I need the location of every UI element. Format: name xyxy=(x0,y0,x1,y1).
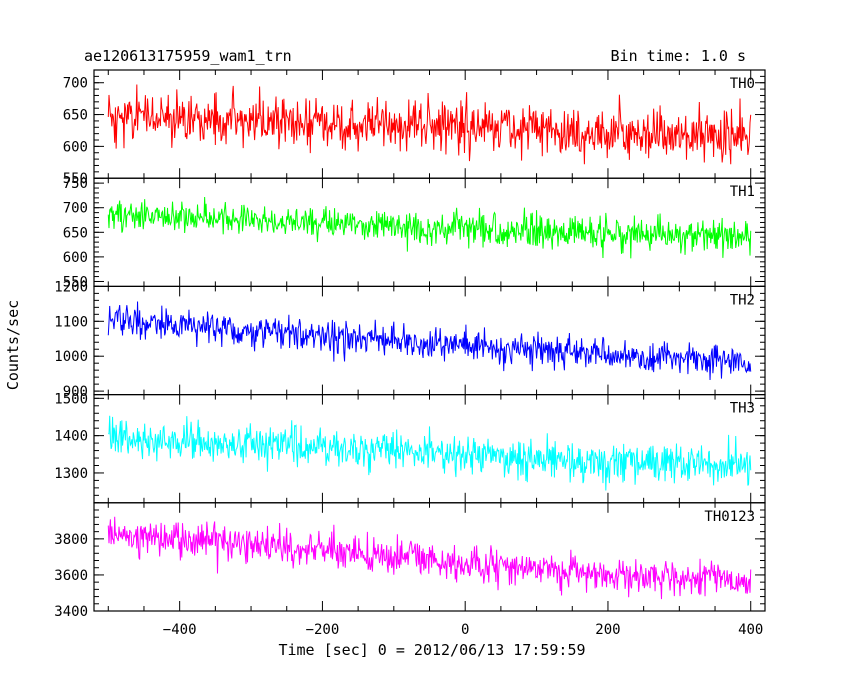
y-tick-label: 650 xyxy=(63,108,88,124)
y-tick-label: 3600 xyxy=(54,568,88,584)
panel-label-th3: TH3 xyxy=(730,401,755,417)
panel-label-th0123: TH0123 xyxy=(704,509,755,525)
x-tick-label: 200 xyxy=(595,622,620,638)
y-tick-label: 3400 xyxy=(54,604,88,620)
bin-time-label: Bin time: 1.0 s xyxy=(611,47,746,65)
x-tick-label: −200 xyxy=(306,622,340,638)
panel-label-th2: TH2 xyxy=(730,292,755,308)
x-tick-label: −400 xyxy=(163,622,197,638)
x-tick-label: 0 xyxy=(461,622,469,638)
y-tick-label: 3800 xyxy=(54,532,88,548)
series-line-th1 xyxy=(107,197,752,259)
y-tick-label: 1000 xyxy=(54,349,88,365)
y-tick-label: 1300 xyxy=(54,466,88,482)
panels-group: 550 600 650 700 TH0 550 600 650 700 750 TH1 900 1000… xyxy=(54,69,766,620)
chart-title: ae120613175959_wam1_trn xyxy=(84,47,292,65)
y-tick-label: 700 xyxy=(63,76,88,92)
y-tick-label: 750 xyxy=(63,176,88,192)
y-tick-label: 600 xyxy=(63,139,88,155)
y-tick-label: 550 xyxy=(63,274,88,290)
y-tick-label: 600 xyxy=(63,250,88,266)
y-tick-label: 650 xyxy=(63,225,88,241)
y-tick-label: 550 xyxy=(63,171,88,187)
x-axis: −400 −200 0 200 400 xyxy=(163,622,764,638)
panel-th0123: 3400 3600 3800 TH0123 xyxy=(54,502,766,620)
series-line-th2 xyxy=(107,301,752,381)
panel-th3: 1300 1400 1500 TH3 xyxy=(54,391,766,504)
panel-th0: 550 600 650 700 TH0 xyxy=(63,69,766,187)
y-tick-label: 900 xyxy=(63,384,88,400)
series-line-th3 xyxy=(108,415,752,491)
y-tick-label: 1400 xyxy=(54,429,88,445)
y-tick-label: 1500 xyxy=(54,391,88,407)
panel-th2: 900 1000 1100 1200 TH2 xyxy=(54,279,766,400)
y-axis-title: Counts/sec xyxy=(4,300,22,390)
x-tick-label: 400 xyxy=(738,622,763,638)
panel-label-th0: TH0 xyxy=(730,76,755,92)
y-tick-label: 1200 xyxy=(54,279,88,295)
series-line-th0 xyxy=(107,84,752,165)
y-tick-label: 700 xyxy=(63,201,88,217)
panel-th1: 550 600 650 700 750 TH1 xyxy=(63,176,766,290)
x-axis-title: Time [sec] 0 = 2012/06/13 17:59:59 xyxy=(278,641,585,659)
y-tick-label: 1100 xyxy=(54,314,88,330)
series-line-th0123 xyxy=(107,516,752,600)
panel-label-th1: TH1 xyxy=(730,184,755,200)
